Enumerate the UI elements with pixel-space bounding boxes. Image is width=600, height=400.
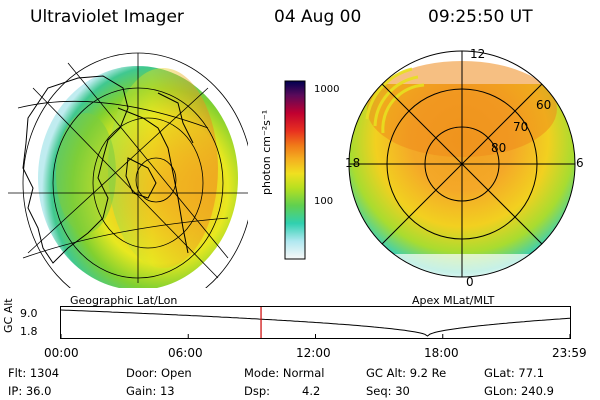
altitude-ytick-9: 9.0 xyxy=(20,307,38,320)
info-flt: Flt: 1304 xyxy=(8,366,60,380)
altitude-ylabel: GC Alt xyxy=(2,298,15,333)
info-gain: Gain: 13 xyxy=(126,384,175,398)
mlt-label-12: 12 xyxy=(470,47,486,61)
xtick-0000: 00:00 xyxy=(44,346,79,360)
info-ip: IP: 36.0 xyxy=(8,384,52,398)
geographic-auroral-image xyxy=(8,52,248,288)
xtick-0600: 06:00 xyxy=(168,346,203,360)
colorbar-unit-label: photon cm⁻²s⁻¹ xyxy=(260,109,273,195)
xtick-1200: 12:00 xyxy=(296,346,331,360)
mlt-label-0: 0 xyxy=(466,275,474,289)
mlat-label-70: 70 xyxy=(513,120,529,134)
colorbar-tick-1000: 1000 xyxy=(314,84,340,95)
instrument-title: Ultraviolet Imager xyxy=(30,7,184,27)
info-mode: Mode: Normal xyxy=(244,366,325,380)
mlat-label-80: 80 xyxy=(491,141,507,155)
altitude-curve xyxy=(60,309,571,337)
mlt-label-6: 6 xyxy=(576,156,584,170)
info-door: Door: Open xyxy=(126,366,192,380)
xtick-1800: 18:00 xyxy=(424,346,459,360)
info-glat: GLat: 77.1 xyxy=(484,366,545,380)
info-seq: Seq: 30 xyxy=(366,384,410,398)
left-panel-caption: Geographic Lat/Lon xyxy=(70,294,178,307)
right-panel-caption: Apex MLat/MLT xyxy=(412,294,495,307)
info-dsp: Dsp: xyxy=(244,384,271,398)
info-dsp-value: 4.2 xyxy=(302,384,321,398)
time-label: 09:25:50 UT xyxy=(428,7,533,27)
mlt-label-18: 18 xyxy=(345,156,361,170)
colorbar-tick-100: 100 xyxy=(314,196,334,207)
colorbar xyxy=(284,80,306,260)
mlat-label-60: 60 xyxy=(536,98,552,112)
xtick-2359: 23:59 xyxy=(552,346,587,360)
info-glon: GLon: 240.9 xyxy=(484,384,554,398)
apex-mlat-mlt-image xyxy=(348,50,576,278)
info-gc-alt: GC Alt: 9.2 Re xyxy=(366,366,447,380)
altitude-ytick-1: 1.8 xyxy=(20,325,38,338)
altitude-plot xyxy=(60,306,571,339)
date-label: 04 Aug 00 xyxy=(274,7,362,27)
